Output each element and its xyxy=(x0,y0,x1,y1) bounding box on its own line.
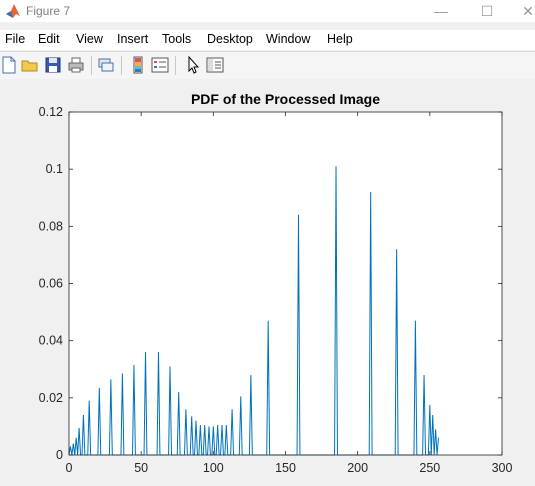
y-tick-label: 0.1 xyxy=(46,162,63,176)
menu-file[interactable]: File xyxy=(5,32,25,46)
insert-legend-icon[interactable] xyxy=(151,56,169,74)
edit-plot-icon[interactable] xyxy=(185,56,203,74)
figure-canvas[interactable]: PDF of the Processed Image 0 50 100 150 200 2… xyxy=(0,79,535,483)
toolbar-separator xyxy=(91,56,92,75)
menu-window[interactable]: Window xyxy=(266,32,310,46)
pdf-line-chart[interactable]: PDF of the Processed Image 0 50 100 150 200 2… xyxy=(0,79,535,483)
matlab-logo-icon xyxy=(5,3,21,19)
x-tick-label: 150 xyxy=(275,461,296,475)
x-tick-label: 200 xyxy=(347,461,368,475)
x-tick-label: 100 xyxy=(203,461,224,475)
title-bar: Figure 7 — ☐ ✕ xyxy=(0,0,535,22)
y-tick-label: 0.08 xyxy=(39,219,63,233)
chart-title: PDF of the Processed Image xyxy=(191,91,380,107)
toolbar xyxy=(0,51,535,80)
menu-insert[interactable]: Insert xyxy=(117,32,148,46)
menu-view[interactable]: View xyxy=(76,32,103,46)
menu-help[interactable]: Help xyxy=(327,32,353,46)
x-tick-label: 250 xyxy=(419,461,440,475)
maximize-button[interactable]: ☐ xyxy=(464,0,510,22)
y-tick-label: 0.06 xyxy=(39,277,63,291)
toolbar-separator xyxy=(175,56,176,75)
insert-colorbar-icon[interactable] xyxy=(129,56,147,74)
menu-desktop[interactable]: Desktop xyxy=(207,32,253,46)
y-tick-label: 0.02 xyxy=(39,391,63,405)
menu-edit[interactable]: Edit xyxy=(38,32,60,46)
axes-background xyxy=(69,112,502,455)
x-tick-label: 50 xyxy=(134,461,148,475)
window-title: Figure 7 xyxy=(26,4,70,18)
close-button[interactable]: ✕ xyxy=(505,0,535,22)
open-file-icon[interactable] xyxy=(21,56,39,74)
property-inspector-icon[interactable] xyxy=(206,56,224,74)
y-tick-label: 0.04 xyxy=(39,334,63,348)
minimize-button[interactable]: — xyxy=(418,0,464,22)
toolbar-separator xyxy=(121,56,122,75)
menu-bar: File Edit View Insert Tools Desktop Wind… xyxy=(0,30,535,50)
x-tick-label: 0 xyxy=(66,461,73,475)
y-tick-label: 0.12 xyxy=(39,105,63,119)
menu-tools[interactable]: Tools xyxy=(162,32,191,46)
new-figure-icon[interactable] xyxy=(0,56,18,74)
save-icon[interactable] xyxy=(44,56,62,74)
print-icon[interactable] xyxy=(67,56,85,74)
x-tick-label: 300 xyxy=(492,461,513,475)
y-tick-label: 0 xyxy=(56,448,63,462)
link-plot-icon[interactable] xyxy=(97,56,115,74)
